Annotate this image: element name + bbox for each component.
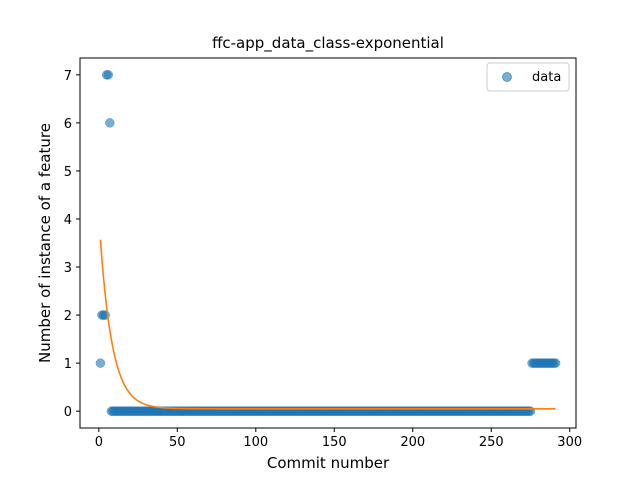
fit-curve-group: [99, 239, 556, 410]
data-point: [105, 118, 115, 128]
data-point: [103, 70, 114, 80]
x-tick-label: 300: [557, 435, 582, 450]
y-tick-label: 1: [64, 357, 72, 372]
y-tick-label: 4: [64, 213, 72, 228]
y-axis-title: Number of instance of a feature: [36, 123, 54, 363]
y-tick-label: 2: [64, 309, 72, 324]
x-tick-label: 100: [243, 435, 268, 450]
y-tick-label: 7: [64, 69, 72, 84]
y-axis: 0 1 2 3 4 5 6 7: [64, 69, 80, 420]
x-axis-title: Commit number: [267, 454, 390, 472]
fit-curve-line: [99, 239, 556, 410]
y-tick-label: 6: [64, 117, 72, 132]
x-tick-label: 250: [479, 435, 504, 450]
legend-marker: [502, 72, 512, 82]
legend-box: [486, 62, 570, 92]
y-tick-label: 0: [64, 405, 72, 420]
data-marks: [95, 70, 561, 416]
x-tick-label: 0: [95, 435, 103, 450]
x-tick-label: 50: [169, 435, 186, 450]
y-tick-label: 3: [64, 261, 72, 276]
plot-area: [79, 57, 577, 429]
chart-title: ffc-app_data_class-exponential: [212, 34, 444, 53]
y-tick-label: 5: [64, 165, 72, 180]
x-tick-label: 200: [400, 435, 425, 450]
x-axis: 0 50 100 150 200 250 300: [95, 428, 582, 450]
data-point: [95, 358, 106, 368]
data-point: [550, 358, 561, 368]
legend: data: [486, 62, 570, 92]
legend-label-data: data: [532, 70, 561, 85]
x-tick-label: 150: [322, 435, 347, 450]
plot-frame: [79, 57, 577, 429]
